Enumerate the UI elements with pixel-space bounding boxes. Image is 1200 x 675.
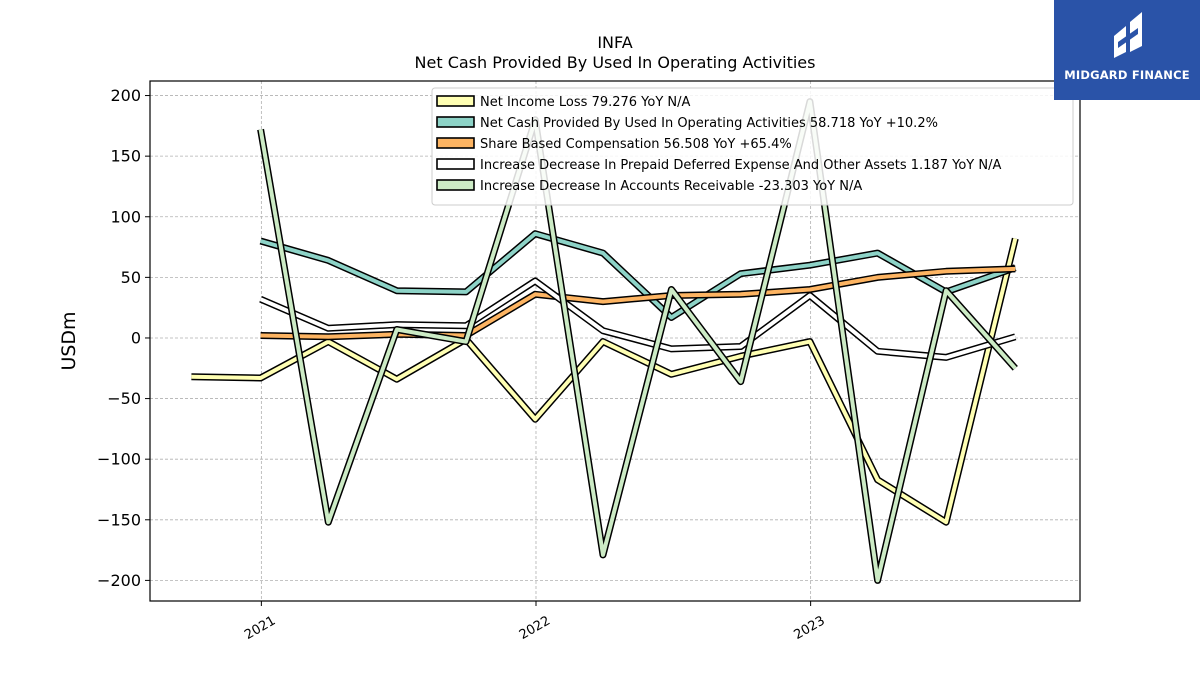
plot-frame <box>149 80 1081 602</box>
chart-subtitle: Net Cash Provided By Used In Operating A… <box>415 53 816 72</box>
series-outline-0 <box>191 237 1019 526</box>
legend-swatch <box>436 95 475 107</box>
y-tick-label: −150 <box>97 510 141 529</box>
series-line-4 <box>258 99 1017 583</box>
legend-swatch <box>436 158 475 170</box>
x-tick-label: 2021 <box>242 613 278 643</box>
legend: Net Income Loss 79.276 YoY N/A Net Cash P… <box>431 87 1074 206</box>
y-tick-label: −100 <box>97 450 141 469</box>
series-outline-3 <box>259 277 1017 361</box>
legend-label: Net Cash Provided By Used In Operating A… <box>480 116 938 131</box>
x-tick-label: 2022 <box>517 613 553 643</box>
legend-swatch <box>436 179 475 191</box>
y-tick-label: −200 <box>97 571 141 590</box>
y-tick-label: 50 <box>121 268 141 287</box>
y-tick-label: 100 <box>110 207 141 226</box>
y-tick-label: 150 <box>110 147 141 166</box>
series-line-1 <box>260 231 1016 320</box>
brand-name: MIDGARD FINANCE <box>1064 68 1190 82</box>
series-line-3 <box>259 279 1016 360</box>
y-axis-label: USDm <box>58 311 80 370</box>
legend-swatch <box>436 116 475 128</box>
series-line-2 <box>260 266 1016 339</box>
series-lines <box>191 98 1019 584</box>
series-line-0 <box>191 238 1018 525</box>
legend-label: Share Based Compensation 56.508 YoY +65.… <box>480 137 792 152</box>
y-tick-label: −50 <box>107 389 141 408</box>
legend-box <box>431 87 1074 206</box>
midgard-logo-icon <box>1114 12 1142 58</box>
legend-swatch <box>436 137 475 149</box>
midgard-finance-logo: MIDGARD FINANCE <box>1054 0 1200 100</box>
axes: 200 150 100 50 0 −50 −100 −150 −200 2021 2022 2023 <box>97 86 828 643</box>
legend-label: Increase Decrease In Accounts Receivable… <box>480 179 862 194</box>
y-tick-label: 200 <box>110 86 141 105</box>
x-tick-label: 2023 <box>791 613 827 643</box>
chart-title: INFA <box>597 33 632 52</box>
legend-label: Net Income Loss 79.276 YoY N/A <box>480 95 691 110</box>
legend-label: Increase Decrease In Prepaid Deferred Ex… <box>480 158 1001 173</box>
y-tick-label: 0 <box>131 328 141 347</box>
